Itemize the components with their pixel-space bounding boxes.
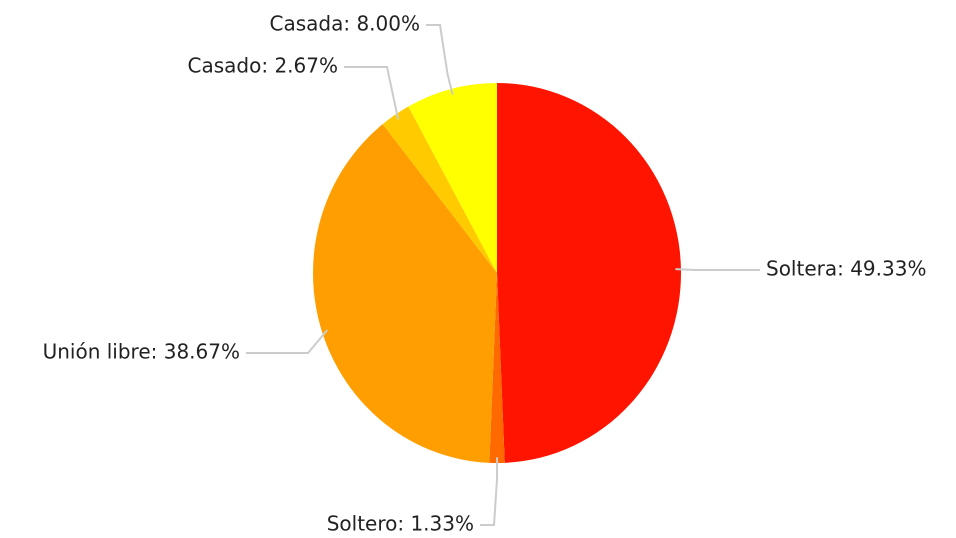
leader-line (426, 24, 454, 95)
slice-label: Unión libre: 38.67% (43, 340, 240, 364)
leader-line (480, 457, 499, 526)
slice-label: Soltero: 1.33% (327, 512, 474, 536)
leader-line (246, 329, 329, 354)
pie-slice (313, 124, 497, 463)
pie-slice (382, 106, 497, 273)
pie-slice (497, 82, 682, 463)
slice-label: Casada: 8.00% (270, 12, 420, 36)
pie-slice (408, 83, 497, 273)
pie-slice (489, 273, 505, 463)
leader-line (344, 66, 400, 120)
slice-label: Casado: 2.67% (188, 54, 338, 78)
leader-line (675, 268, 760, 271)
slice-label: Soltera: 49.33% (766, 257, 926, 281)
